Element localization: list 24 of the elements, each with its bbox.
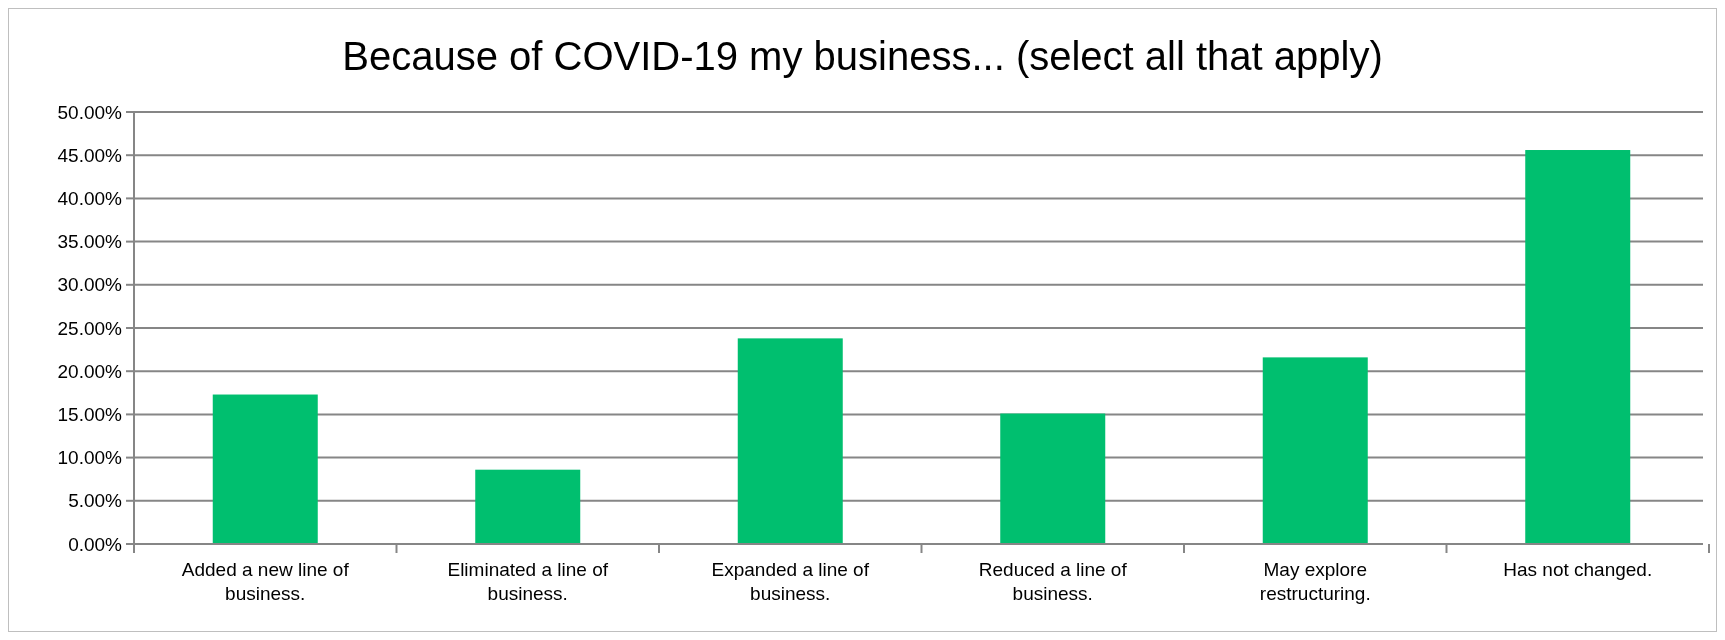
y-tick-label: 30.00% [57, 274, 123, 296]
x-tick-label: Eliminated a line of business. [447, 559, 609, 604]
x-tick-label: Added a new line of business. [181, 559, 350, 604]
x-tick-label: May explore restructuring. [1259, 559, 1371, 604]
bar [1525, 150, 1631, 544]
y-tick-label: 15.00% [57, 404, 123, 426]
y-tick-label: 50.00% [57, 101, 123, 123]
y-tick-label: 35.00% [57, 231, 123, 253]
x-tick-label: Reduced a line of business. [978, 559, 1128, 604]
chart-title: Because of COVID-19 my business... (select all that apply) [342, 34, 1383, 78]
bar [1000, 413, 1106, 544]
bar [1262, 357, 1368, 544]
y-tick-label: 0.00% [68, 533, 123, 555]
bar [212, 394, 318, 544]
x-tick-label: Has not changed. [1503, 559, 1653, 580]
bar [737, 338, 843, 544]
y-tick-label: 10.00% [57, 447, 123, 469]
x-tick-label: Expanded a line of business. [711, 559, 870, 604]
y-tick-label: 20.00% [57, 360, 123, 382]
y-tick-label: 40.00% [57, 188, 123, 210]
bar [475, 469, 581, 544]
y-tick-label: 25.00% [57, 317, 123, 339]
y-tick-label: 5.00% [68, 490, 123, 512]
y-tick-label: 45.00% [57, 144, 123, 166]
